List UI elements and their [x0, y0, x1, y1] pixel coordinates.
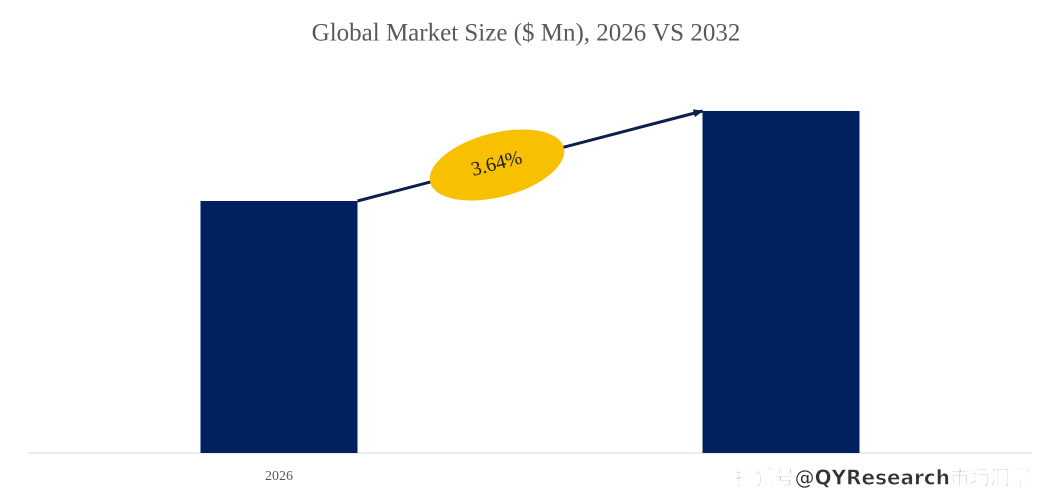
bar: [200, 201, 358, 453]
bar: [702, 111, 860, 453]
watermark: 搜狐号@QYResearch市场洞察: [735, 466, 1031, 490]
badge-ellipse: [429, 129, 565, 201]
chart-title: Global Market Size ($ Mn), 2026 VS 2032: [312, 20, 741, 47]
growth-badge: 3.64%: [429, 129, 565, 201]
x-tick-label: 2026: [265, 469, 293, 484]
